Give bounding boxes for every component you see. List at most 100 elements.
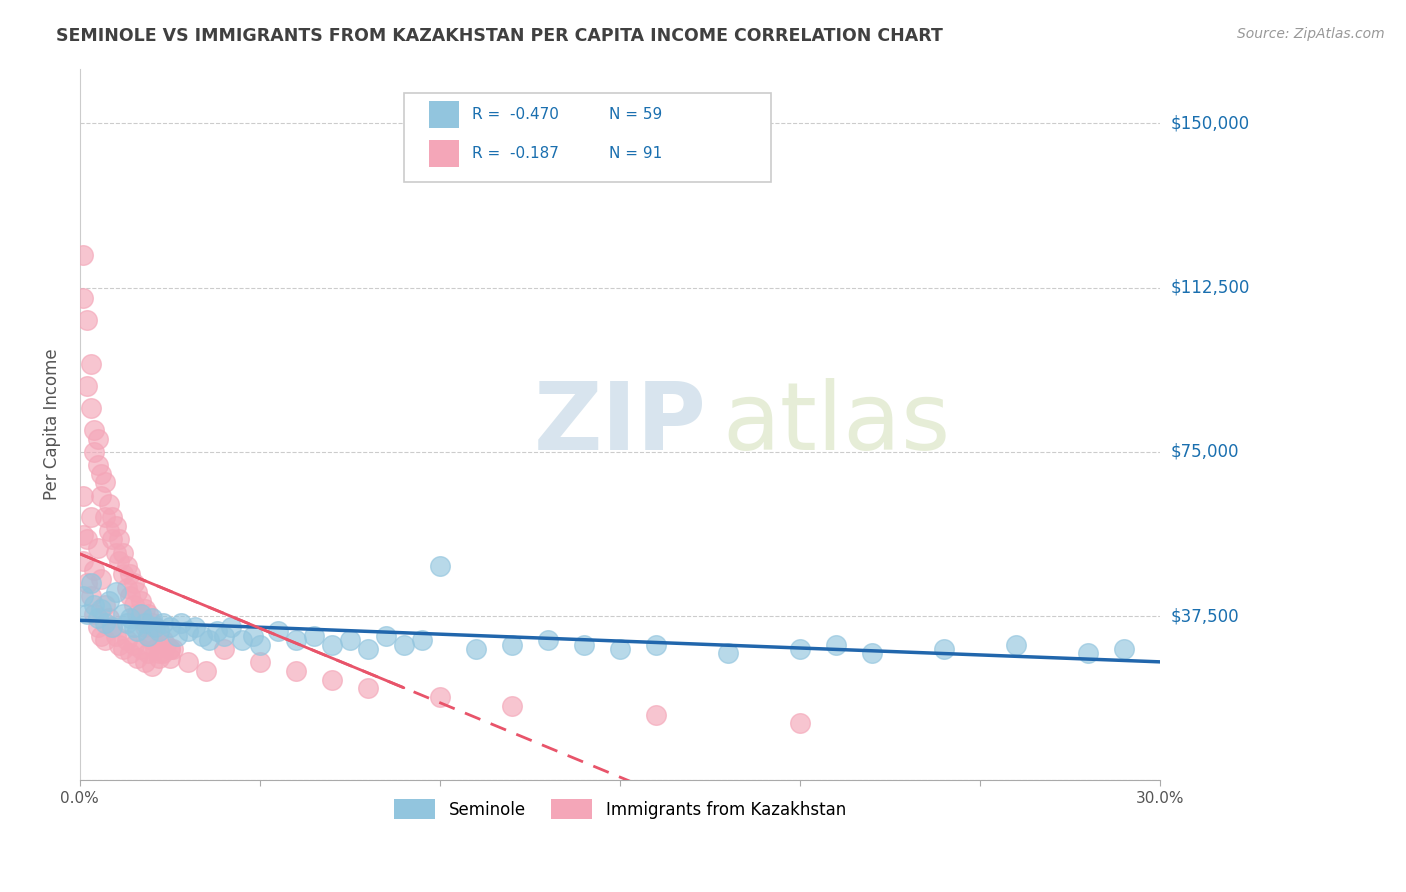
Point <box>249 655 271 669</box>
Text: $112,500: $112,500 <box>1171 278 1250 296</box>
Point <box>72 248 94 262</box>
Point <box>72 489 94 503</box>
Point <box>90 489 112 503</box>
Point <box>789 641 811 656</box>
Point <box>108 638 131 652</box>
Point <box>136 629 159 643</box>
Point <box>537 633 560 648</box>
Point <box>83 598 105 612</box>
Point <box>321 673 343 687</box>
Point <box>83 563 105 577</box>
Point <box>87 620 110 634</box>
Point <box>94 615 117 630</box>
Point <box>717 646 740 660</box>
Text: R =  -0.470: R = -0.470 <box>472 107 558 122</box>
Point <box>90 629 112 643</box>
Point <box>94 598 117 612</box>
Point <box>87 458 110 472</box>
Point <box>159 641 181 656</box>
Point <box>170 615 193 630</box>
Point <box>104 585 127 599</box>
Point <box>644 707 666 722</box>
Point <box>97 593 120 607</box>
Point <box>429 690 451 704</box>
Point <box>79 590 101 604</box>
Point <box>120 590 142 604</box>
Point <box>97 497 120 511</box>
Point <box>72 590 94 604</box>
Point <box>94 475 117 490</box>
Point <box>79 576 101 591</box>
Point <box>90 602 112 616</box>
Point <box>644 638 666 652</box>
Point <box>122 638 145 652</box>
Point <box>101 620 124 634</box>
Point <box>104 545 127 559</box>
Point <box>1077 646 1099 660</box>
Point <box>212 641 235 656</box>
Point <box>90 572 112 586</box>
Point <box>108 554 131 568</box>
Point <box>72 554 94 568</box>
Point <box>87 541 110 556</box>
Point <box>101 533 124 547</box>
Text: $150,000: $150,000 <box>1171 114 1250 132</box>
Point <box>152 633 174 648</box>
Text: ZIP: ZIP <box>533 378 706 470</box>
Point <box>501 638 523 652</box>
Point <box>374 629 396 643</box>
Point <box>72 292 94 306</box>
Point <box>302 629 325 643</box>
Point <box>120 611 142 625</box>
Point <box>357 641 380 656</box>
Point <box>97 611 120 625</box>
Point <box>112 607 135 621</box>
Point <box>87 611 110 625</box>
Point <box>76 533 98 547</box>
Point <box>501 698 523 713</box>
Point <box>141 615 163 630</box>
Point <box>127 624 149 639</box>
Point <box>79 357 101 371</box>
Point <box>90 467 112 481</box>
Point <box>141 659 163 673</box>
FancyBboxPatch shape <box>404 94 770 182</box>
Point <box>339 633 361 648</box>
Point <box>122 576 145 591</box>
Point <box>83 423 105 437</box>
Point <box>104 629 127 643</box>
Point <box>120 646 142 660</box>
Text: $75,000: $75,000 <box>1171 442 1240 461</box>
Point <box>112 641 135 656</box>
Point <box>141 633 163 648</box>
Point <box>129 611 152 625</box>
Point <box>212 629 235 643</box>
Point <box>284 633 307 648</box>
Point <box>155 638 177 652</box>
Point <box>249 638 271 652</box>
Point <box>284 664 307 678</box>
Point <box>101 510 124 524</box>
Point <box>177 655 200 669</box>
Text: N = 91: N = 91 <box>609 145 662 161</box>
Point <box>94 510 117 524</box>
Point <box>932 641 955 656</box>
Point <box>115 633 138 648</box>
Point <box>115 558 138 573</box>
Point <box>860 646 883 660</box>
Text: Source: ZipAtlas.com: Source: ZipAtlas.com <box>1237 27 1385 41</box>
Point <box>231 633 253 648</box>
Point <box>115 581 138 595</box>
Bar <box>429 101 458 128</box>
Point <box>134 620 156 634</box>
Point <box>94 633 117 648</box>
Point <box>198 633 221 648</box>
Point <box>148 624 170 639</box>
Point <box>609 641 631 656</box>
Point <box>159 641 181 656</box>
Point <box>789 716 811 731</box>
Point <box>162 641 184 656</box>
Point <box>101 620 124 634</box>
Point <box>464 641 486 656</box>
Point <box>219 620 242 634</box>
